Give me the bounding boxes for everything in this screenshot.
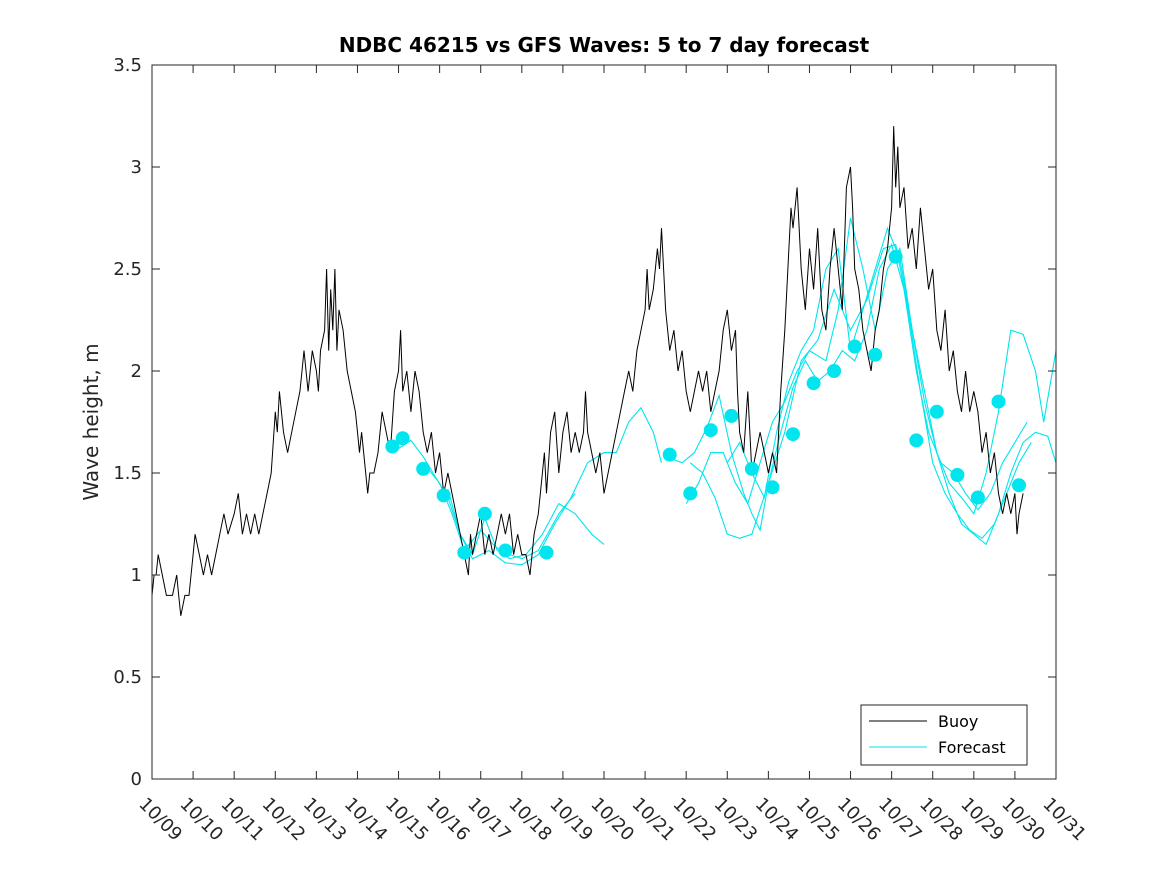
buoy-series: [151, 126, 1024, 616]
y-tick-label: 0: [131, 769, 142, 790]
x-tick-label: 10/31: [1038, 794, 1090, 846]
forecast-marker: [786, 427, 800, 442]
forecast-marker: [416, 461, 431, 476]
x-tick-label: 10/09: [134, 794, 186, 846]
x-tick-label: 10/23: [710, 794, 762, 846]
x-tick-label: 10/28: [915, 794, 967, 846]
x-tick-label: 10/26: [833, 794, 885, 846]
forecast-marker: [765, 480, 780, 495]
forecast-marker: [909, 433, 924, 448]
x-tick-label: 10/27: [874, 794, 926, 846]
y-tick-label: 3.5: [113, 55, 142, 76]
y-tick-label: 2: [131, 361, 142, 382]
x-tick-label: 10/25: [792, 794, 844, 846]
forecast-marker: [683, 486, 698, 501]
forecast-marker: [806, 376, 821, 391]
x-tick-label: 10/21: [628, 794, 680, 846]
forecast-run-line: [422, 462, 605, 560]
forecast-marker: [847, 339, 862, 354]
forecast-marker: [970, 490, 985, 505]
forecast-run-line: [398, 439, 576, 560]
forecast-marker: [1012, 478, 1026, 493]
x-tick-label: 10/13: [299, 794, 351, 846]
x-tick-label: 10/14: [340, 794, 392, 846]
forecast-marker: [703, 423, 718, 438]
forecast-marker: [744, 461, 759, 476]
forecast-markers: [385, 249, 1026, 560]
x-tick-label: 10/15: [381, 794, 433, 846]
y-tick-label: 3: [131, 157, 142, 178]
forecast-run-line: [689, 243, 1032, 540]
x-tick-label: 10/24: [751, 794, 803, 846]
forecast-marker: [827, 364, 842, 378]
forecast-marker: [436, 488, 451, 503]
forecast-marker: [457, 545, 472, 560]
forecast-marker: [539, 545, 554, 560]
forecast-run-line: [447, 406, 663, 566]
forecast-marker: [868, 347, 883, 362]
forecast-marker: [724, 408, 739, 423]
plot-background: [152, 65, 1056, 779]
forecast-marker: [498, 543, 513, 558]
forecast-marker: [929, 404, 944, 419]
x-tick-label: 10/29: [956, 794, 1008, 846]
chart-title: NDBC 46215 vs GFS Waves: 5 to 7 day fore…: [339, 33, 870, 57]
forecast-marker: [991, 394, 1006, 409]
y-tick-label: 1.5: [113, 463, 142, 484]
forecast-marker: [395, 431, 410, 446]
legend: Buoy Forecast: [860, 704, 1028, 766]
y-tick-label: 0.5: [113, 667, 142, 688]
x-tick-label: 10/10: [176, 794, 228, 846]
legend-buoy-label: Buoy: [938, 712, 978, 731]
forecast-run-line: [726, 226, 1057, 546]
forecast-marker: [385, 439, 400, 454]
legend-forecast-label: Forecast: [938, 738, 1006, 757]
y-tick-label: 2.5: [113, 259, 142, 280]
forecast-marker: [888, 249, 903, 264]
x-tick-label: 10/12: [258, 794, 310, 846]
forecast-run-line: [665, 242, 1028, 532]
x-tick-label: 10/19: [545, 794, 597, 846]
x-tick-label: 10/18: [504, 794, 556, 846]
x-tick-label: 10/11: [217, 794, 269, 846]
forecast-marker: [662, 447, 677, 462]
forecast-marker: [950, 468, 965, 482]
buoy-line: [151, 126, 1024, 616]
x-tick-label: 10/20: [586, 794, 638, 846]
y-axis: 0 0.5 1 1.5 2 2.5 3 3.5: [113, 55, 1056, 790]
legend-box: [860, 704, 1028, 766]
y-tick-label: 1: [131, 565, 142, 586]
x-tick-label: 10/17: [463, 794, 515, 846]
x-tick-label: 10/22: [669, 794, 721, 846]
y-axis-label: Wave height, m: [79, 343, 103, 500]
forecast-marker: [477, 506, 492, 521]
x-tick-label: 10/30: [997, 794, 1049, 846]
x-tick-label: 10/16: [422, 794, 474, 846]
